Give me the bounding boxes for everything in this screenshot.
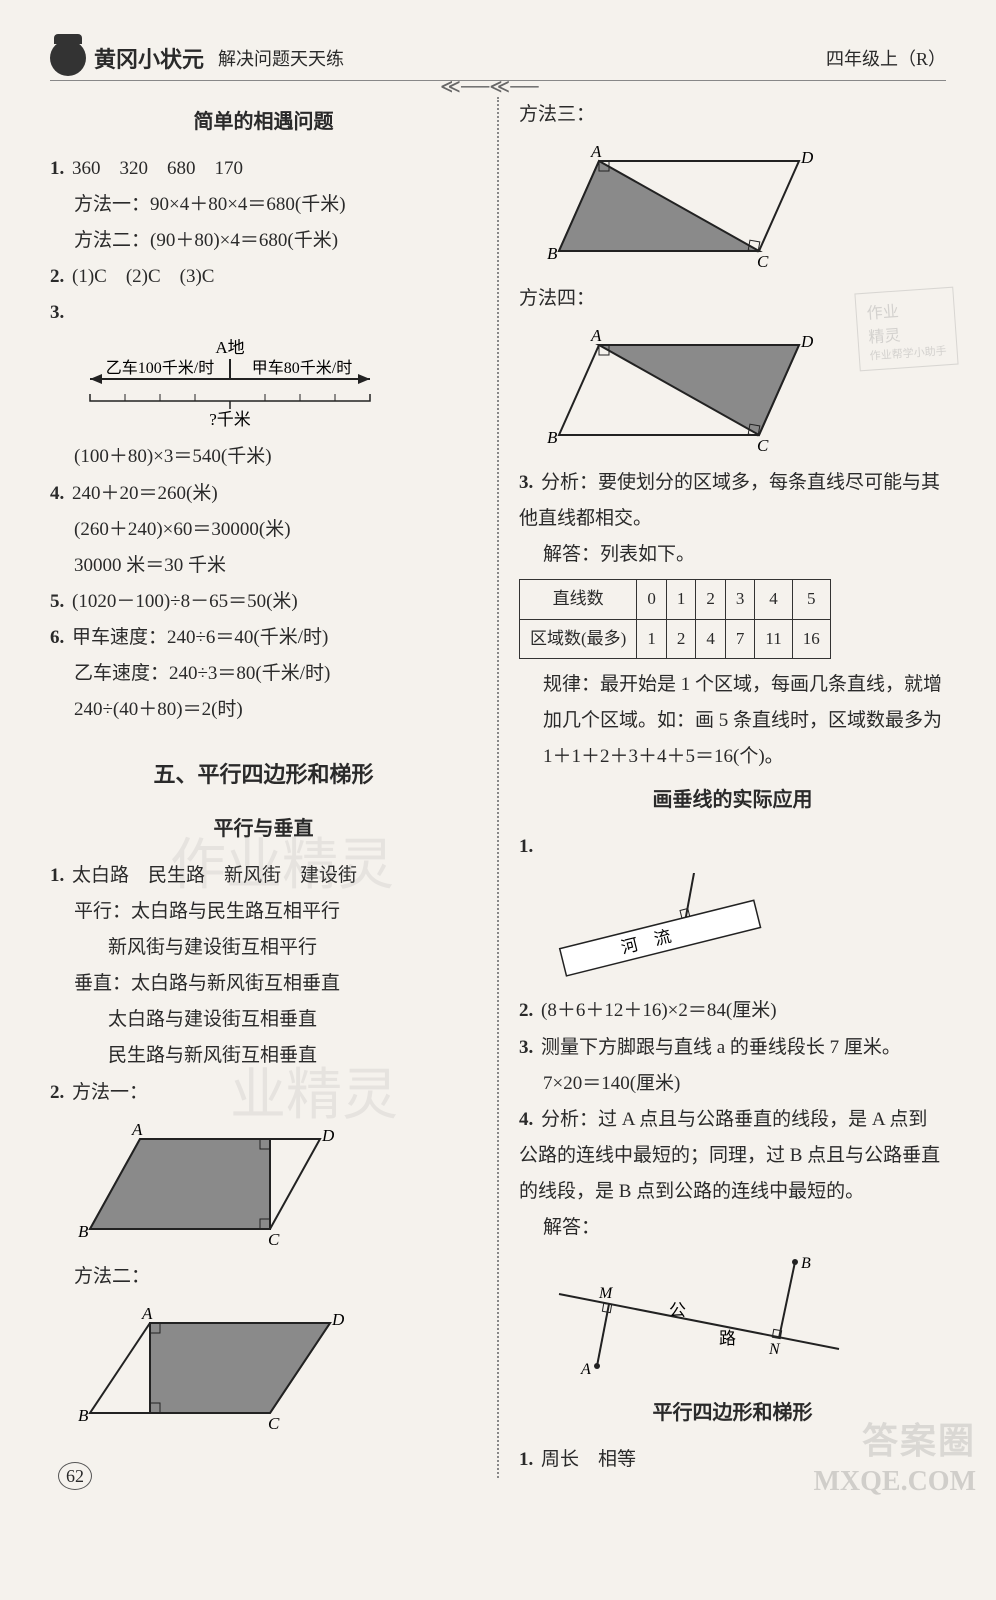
- brand-text: 黄冈小状元: [94, 42, 204, 74]
- book-subtitle: 解决问题天天练: [218, 45, 344, 71]
- q1-numbers: 360 320 680 170: [72, 158, 243, 179]
- section3-title: 画垂线的实际应用: [519, 781, 946, 819]
- parallelogram-3: A D B C: [539, 141, 946, 271]
- column-separator: [497, 97, 499, 1478]
- r4-ans: 解答：: [519, 1210, 946, 1246]
- r1: 1.: [519, 829, 946, 865]
- svg-text:A: A: [131, 1120, 143, 1139]
- page-number: 62: [58, 1462, 92, 1490]
- left-column: 简单的相遇问题 1.360 320 680 170 方法一：90×4＋80×4＝…: [50, 97, 495, 1478]
- svg-text:D: D: [800, 332, 814, 351]
- q1-method2: 方法二：(90＋80)×4＝680(千米): [50, 223, 477, 259]
- svg-text:A: A: [141, 1304, 153, 1323]
- header-left: 黄冈小状元 解决问题天天练: [50, 40, 344, 76]
- q3r-rule: 规律：最开始是 1 个区域，每画几条直线，就增加几个区域。如：画 5 条直线时，…: [519, 667, 946, 739]
- q4-l2: (260＋240)×60＝30000(米): [50, 512, 477, 548]
- section2-title: 平行与垂直: [50, 810, 477, 848]
- r3-l2: 7×20＝140(厘米): [519, 1066, 946, 1102]
- svg-text:C: C: [268, 1414, 280, 1433]
- q4-l3: 30000 米＝30 千米: [50, 548, 477, 584]
- svg-text:B: B: [547, 244, 558, 263]
- svg-text:乙车100千米/时: 乙车100千米/时: [106, 359, 214, 377]
- p2: 2.方法一：: [50, 1075, 477, 1111]
- svg-text:B: B: [801, 1255, 811, 1272]
- q3: 3.: [50, 295, 477, 331]
- corner-watermark-url: MXQE.COM: [813, 1466, 976, 1498]
- road-diagram: M A N B 公 路: [539, 1254, 946, 1384]
- table-row: 区域数(最多)1 24 711 16: [520, 619, 831, 658]
- svg-text:C: C: [757, 252, 769, 271]
- section-title: 简单的相遇问题: [50, 103, 477, 141]
- svg-text:公: 公: [669, 1301, 686, 1320]
- r4: 4.分析：过 A 点且与公路垂直的线段，是 A 点到公路的连线中最短的；同理，过…: [519, 1102, 946, 1210]
- parallelogram-1: A D B C: [70, 1119, 477, 1249]
- p1: 1.太白路 民生路 新风街 建设街: [50, 858, 477, 894]
- meeting-diagram: A地 乙车100千米/时 甲车80千米/时 ?千米: [70, 339, 390, 429]
- svg-text:A地: A地: [215, 339, 244, 357]
- q3r-calc: 1＋1＋2＋3＋4＋5＝16(个)。: [519, 739, 946, 775]
- river-diagram: 河 流 A: [539, 873, 946, 983]
- p1-l5: 太白路与建设街互相垂直: [50, 1002, 477, 1038]
- p1-l4: 垂直：太白路与新风街互相垂直: [50, 966, 477, 1002]
- grade-label: 四年级上（R）: [826, 45, 946, 71]
- q1-method1: 方法一：90×4＋80×4＝680(千米): [50, 187, 477, 223]
- q5: 5.(1020－100)÷8－65＝50(米): [50, 584, 477, 620]
- p1-l6: 民生路与新风街互相垂直: [50, 1038, 477, 1074]
- p1-l2: 平行：太白路与民生路互相平行: [50, 894, 477, 930]
- q6-l2: 乙车速度：240÷3＝80(千米/时): [50, 656, 477, 692]
- svg-text:甲车80千米/时: 甲车80千米/时: [252, 359, 352, 377]
- svg-text:路: 路: [719, 1329, 736, 1348]
- chapter-title: 五、平行四边形和梯形: [50, 754, 477, 796]
- svg-text:B: B: [78, 1222, 89, 1241]
- method3-label: 方法三：: [519, 97, 946, 133]
- q3-diagram: A地 乙车100千米/时 甲车80千米/时 ?千米: [70, 339, 477, 429]
- q6: 6.甲车速度：240÷6＝40(千米/时): [50, 620, 477, 656]
- logo-icon: [50, 40, 86, 76]
- parallelogram-2: A D B C: [70, 1303, 477, 1433]
- q1: 1.360 320 680 170: [50, 151, 477, 187]
- r2: 2.(8＋6＋12＋16)×2＝84(厘米): [519, 993, 946, 1029]
- r3: 3.测量下方脚跟与直线 a 的垂线段长 7 厘米。: [519, 1030, 946, 1066]
- table-row: 直线数0 12 34 5: [520, 580, 831, 619]
- svg-text:A: A: [590, 326, 602, 345]
- svg-text:A: A: [590, 142, 602, 161]
- svg-text:B: B: [547, 428, 558, 447]
- svg-text:N: N: [768, 1341, 781, 1358]
- svg-text:A: A: [580, 1361, 591, 1378]
- svg-text:M: M: [598, 1285, 614, 1302]
- corner-watermark: 答案圈: [862, 1412, 976, 1464]
- q6-l3: 240÷(40＋80)＝2(时): [50, 692, 477, 728]
- svg-text:D: D: [321, 1126, 335, 1145]
- svg-text:C: C: [757, 436, 769, 455]
- p2-m2: 方法二：: [50, 1259, 477, 1295]
- svg-text:B: B: [78, 1406, 89, 1425]
- svg-text:D: D: [800, 148, 814, 167]
- q2: 2.(1)C (2)C (3)C: [50, 259, 477, 295]
- arrow-decoration: ≪──≪──: [440, 74, 539, 99]
- svg-text:A: A: [701, 873, 717, 875]
- stamp-icon: 作业 精灵 作业帮学小助手: [854, 287, 958, 372]
- q3r-answer-label: 解答：列表如下。: [519, 537, 946, 573]
- svg-text:C: C: [268, 1230, 280, 1249]
- q4: 4.240＋20＝260(米): [50, 476, 477, 512]
- q3r: 3.分析：要使划分的区域多，每条直线尽可能与其他直线都相交。: [519, 465, 946, 537]
- p1-l3: 新风街与建设街互相平行: [50, 930, 477, 966]
- region-table: 直线数0 12 34 5 区域数(最多)1 24 711 16: [519, 579, 831, 659]
- q3-calc: (100＋80)×3＝540(千米): [50, 439, 477, 475]
- svg-text:D: D: [331, 1310, 345, 1329]
- svg-text:?千米: ?千米: [209, 410, 251, 429]
